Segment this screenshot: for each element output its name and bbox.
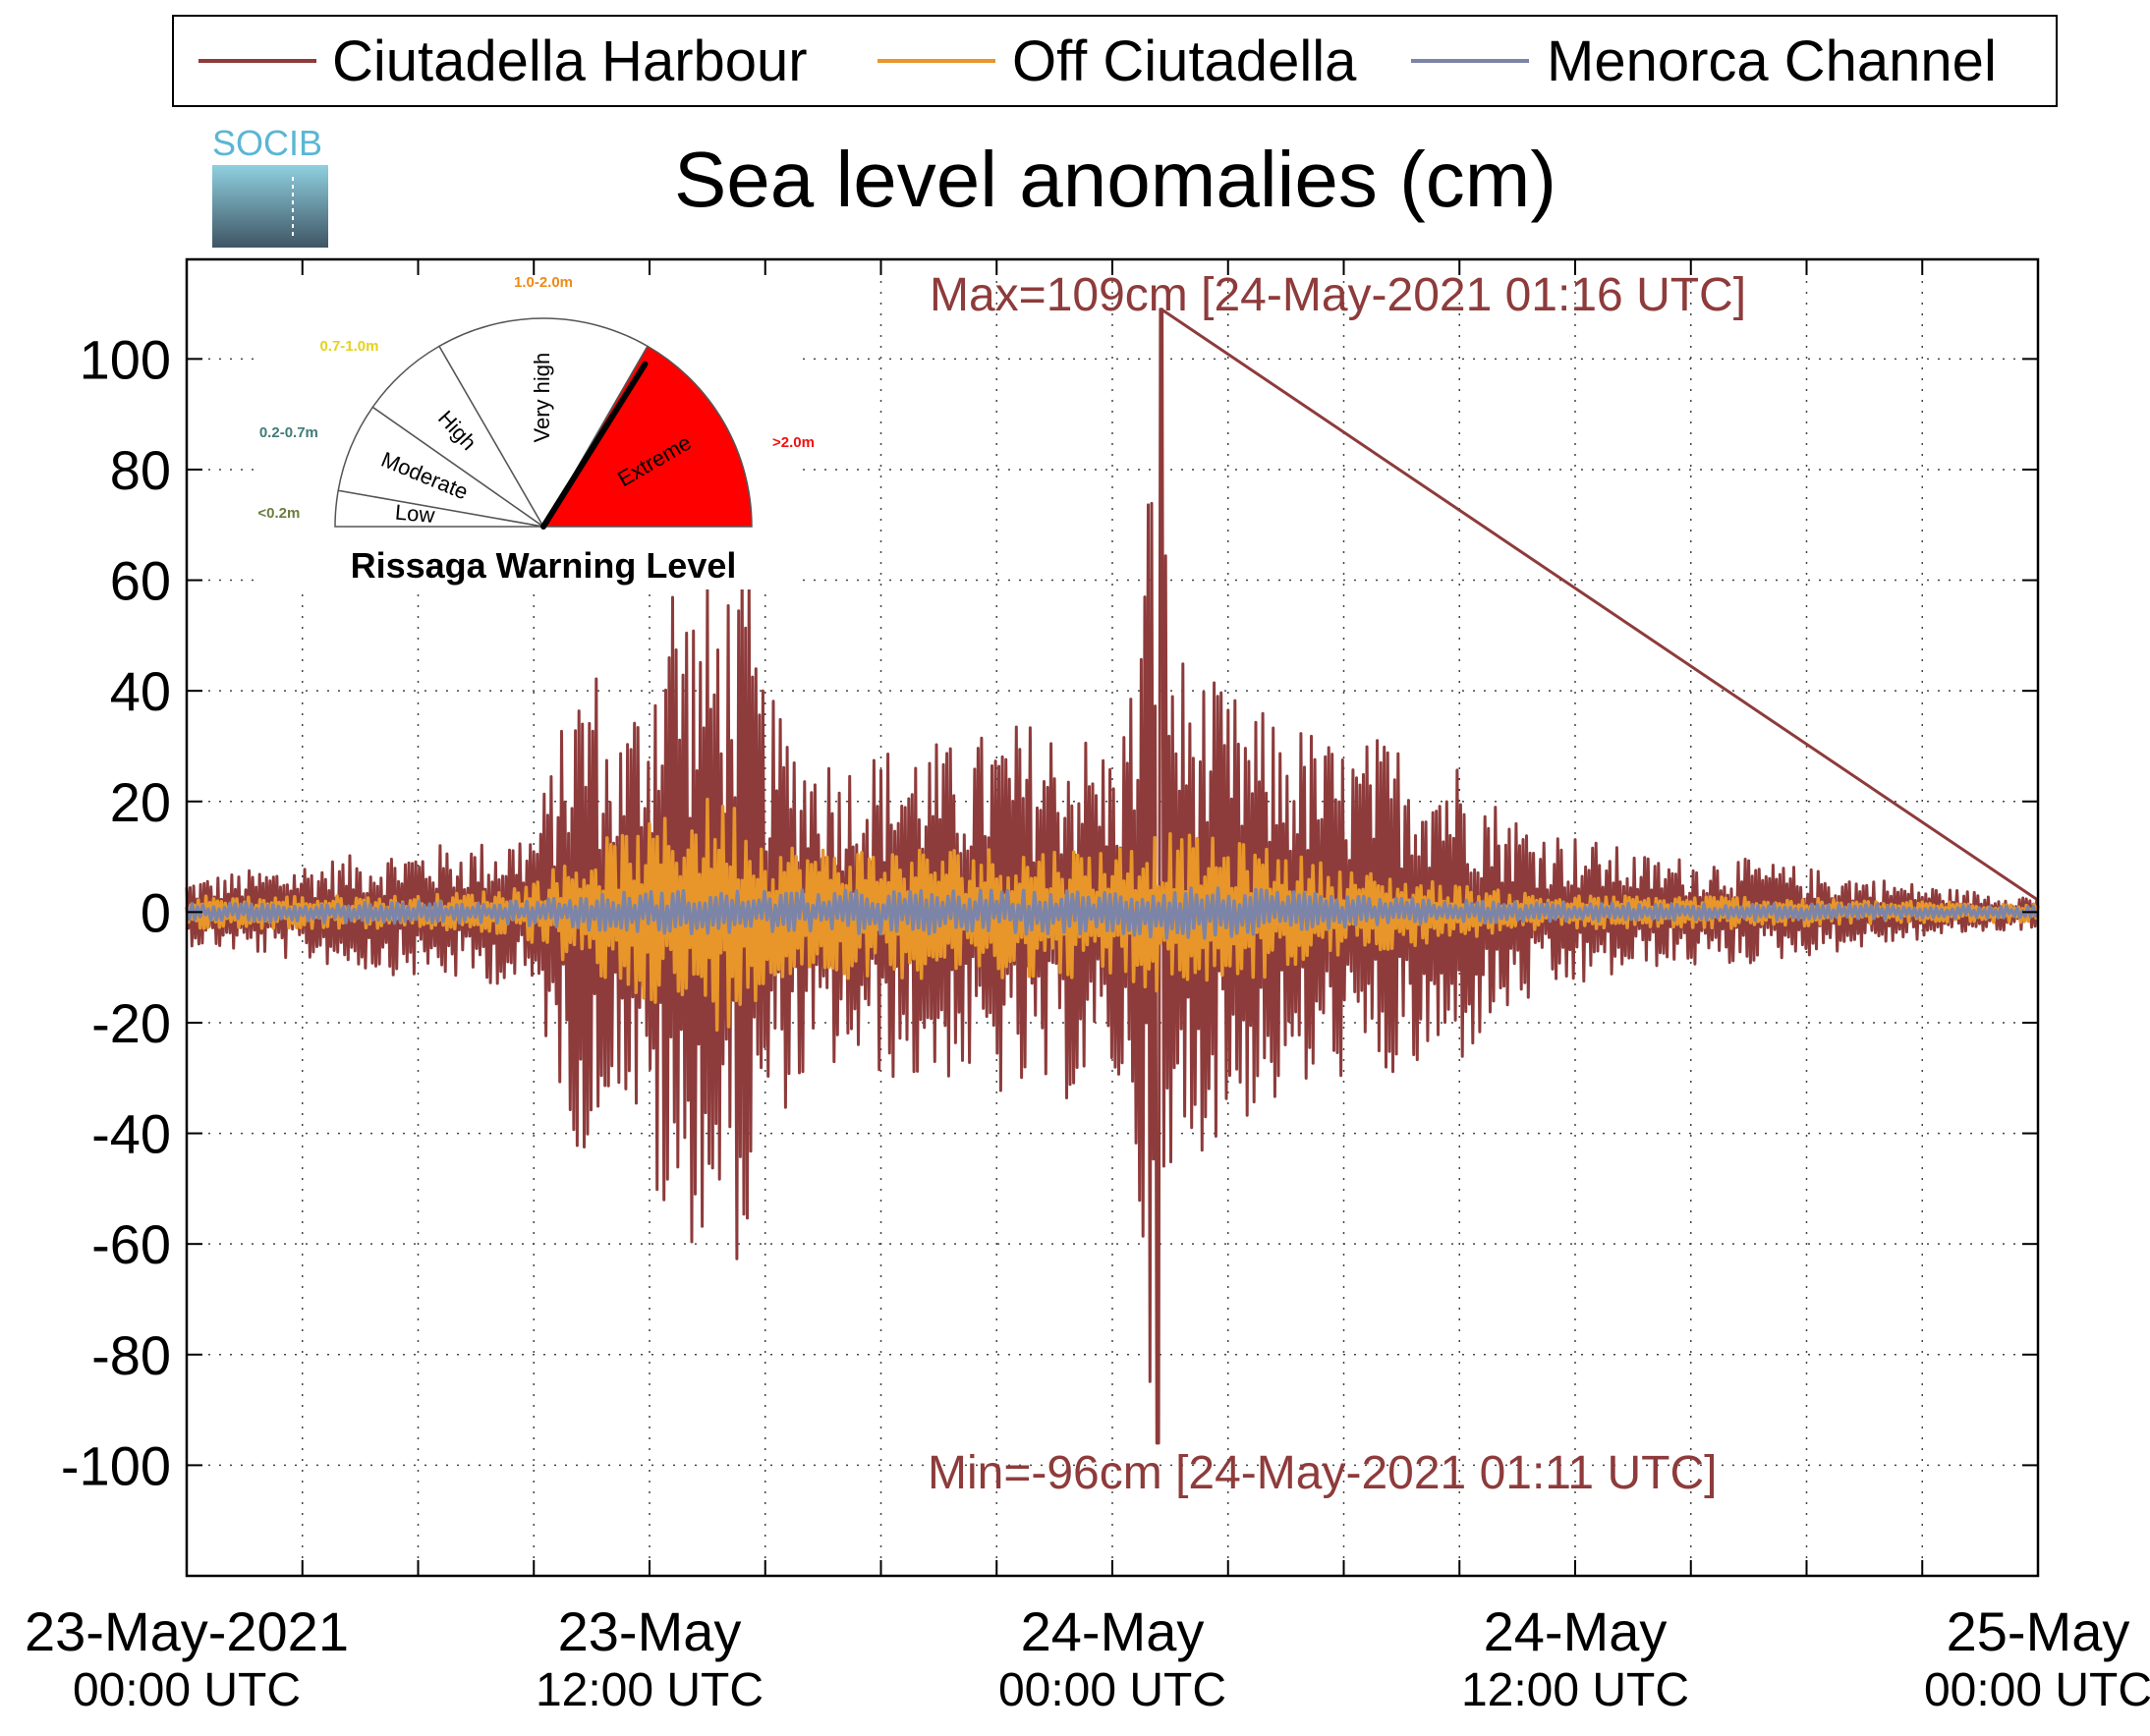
x-tick-label-time: 00:00 UTC	[73, 1664, 301, 1716]
x-tick-label-time: 00:00 UTC	[1924, 1664, 2150, 1716]
y-tick-label: 100	[80, 328, 171, 390]
series-line-off-ciutadella	[185, 797, 2040, 1033]
chart-title: Sea level anomalies (cm)	[674, 136, 1556, 223]
y-tick-label: -20	[91, 992, 171, 1054]
legend: Ciutadella Harbour Off Ciutadella Menorc…	[172, 15, 2058, 107]
gauge-range-label: 0.7-1.0m	[319, 338, 378, 355]
gauge-sector-extreme	[541, 345, 753, 528]
gauge-needle	[540, 361, 649, 530]
x-tick-label-time: 12:00 UTC	[536, 1664, 764, 1716]
gauge-range-label: >2.0m	[772, 434, 815, 451]
y-tick-label: -60	[91, 1213, 171, 1275]
x-tick-label-date: 24-May	[1484, 1600, 1668, 1662]
x-tick-label-date: 23-May-2021	[25, 1600, 349, 1662]
socib-logo: SOCIB	[212, 123, 328, 248]
x-tick-label-date: 25-May	[1947, 1600, 2130, 1662]
series-line-menorca-channel	[185, 886, 2038, 940]
y-axis-labels: -100 -80 -60 -40 -20 0 20 40 60 80 100	[61, 328, 171, 1496]
gauge-level-label: Very high	[530, 353, 554, 443]
y-tick-label: 40	[110, 660, 171, 722]
gauge-sector-very-high	[437, 317, 650, 529]
axis-ticks	[186, 259, 2039, 1576]
y-tick-label: 60	[110, 550, 171, 612]
y-tick-label: 20	[110, 771, 171, 833]
gauge-range-label: 1.0-2.0m	[514, 274, 573, 291]
x-tick-label-date: 24-May	[1021, 1600, 1205, 1662]
series-layer	[185, 308, 2040, 1445]
x-tick-label-time: 12:00 UTC	[1461, 1664, 1689, 1716]
min-annotation: Min=-96cm [24-May-2021 01:11 UTC]	[928, 1447, 1717, 1499]
logo-text: SOCIB	[212, 123, 322, 163]
y-tick-label: -100	[61, 1434, 171, 1496]
y-tick-label: -40	[91, 1103, 171, 1165]
x-tick-label-time: 00:00 UTC	[998, 1664, 1226, 1716]
gauge-title: Rissaga Warning Level	[351, 545, 737, 586]
y-tick-label: 80	[110, 439, 171, 501]
y-tick-label: 0	[141, 881, 171, 943]
gauge-range-label: 0.2-0.7m	[259, 424, 318, 441]
max-annotation: Max=109cm [24-May-2021 01:16 UTC]	[930, 269, 1746, 321]
legend-label-channel: Menorca Channel	[1547, 29, 1997, 93]
x-tick-label-date: 23-May	[558, 1600, 742, 1662]
legend-label-harbour: Ciutadella Harbour	[332, 29, 808, 93]
gauge-range-label: <0.2m	[257, 505, 300, 522]
legend-label-off: Off Ciutadella	[1012, 29, 1357, 93]
y-tick-label: -80	[91, 1324, 171, 1386]
